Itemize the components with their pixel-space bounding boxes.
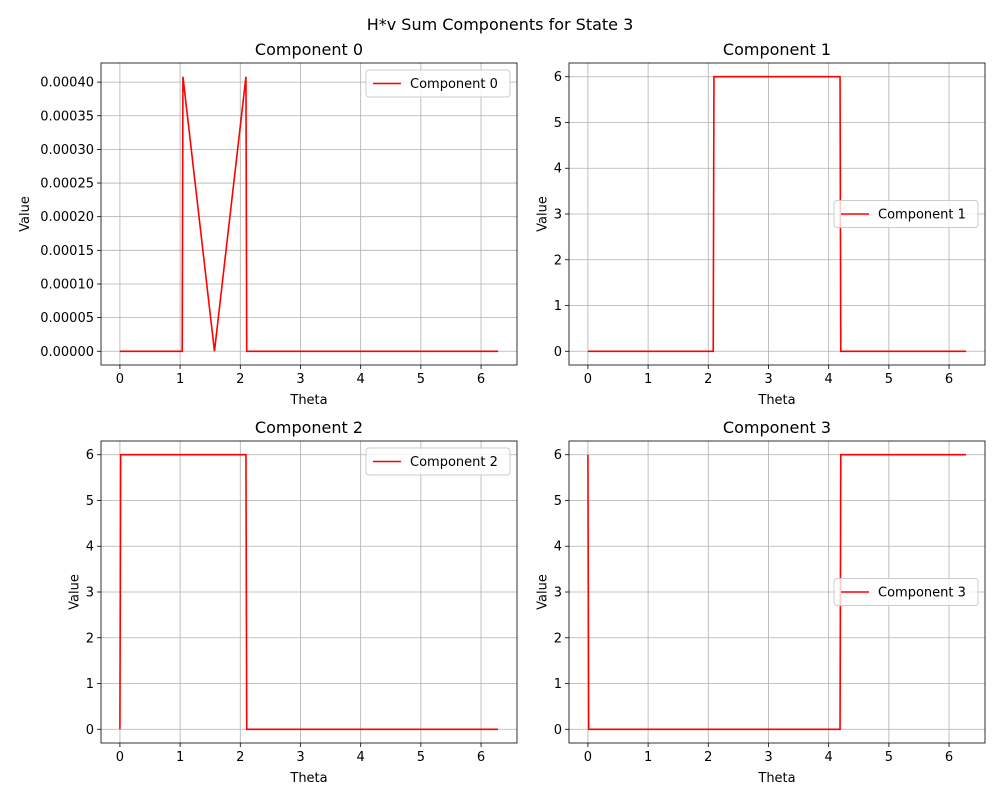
y-tick-label: 1 <box>554 299 562 314</box>
y-tick-label: 2 <box>554 631 562 646</box>
subplot-component-0: 0 1 2 3 4 5 6 0.00000 0.00005 0.00010 0.00015 0.000… <box>18 40 518 408</box>
plot-area <box>101 63 517 365</box>
y-tick-label: 3 <box>554 586 562 601</box>
x-tick-label: 2 <box>704 372 712 387</box>
subplot-component-2: 0 1 2 3 4 5 6 0 1 2 3 4 5 6 Component 2 Theta Value Compo… <box>68 418 518 786</box>
x-tick-label: 5 <box>417 750 425 765</box>
x-axis-label: Theta <box>289 393 327 408</box>
x-tick-label: 6 <box>477 372 485 387</box>
y-tick-label: 0 <box>554 723 562 738</box>
y-axis-label: Value <box>536 574 551 610</box>
legend-box <box>365 69 511 98</box>
x-tick-label: 2 <box>236 372 244 387</box>
y-tick-label: 1 <box>86 677 94 692</box>
legend-box <box>833 200 979 228</box>
series-line-component-1 <box>587 75 967 353</box>
x-tick-label: 3 <box>764 750 772 765</box>
y-tick-label: 0 <box>554 345 562 360</box>
legend: Component 0 <box>365 69 511 98</box>
x-axis-label: Theta <box>757 393 795 408</box>
y-tick-label: 3 <box>86 586 94 601</box>
x-tick-label: 5 <box>885 372 893 387</box>
x-tick-label: 2 <box>704 750 712 765</box>
y-tick-label: 3 <box>554 208 562 223</box>
legend-label: Component 3 <box>878 586 966 601</box>
y-axis-label: Value <box>68 574 83 610</box>
x-tick-label: 4 <box>357 750 365 765</box>
x-tick-label: 1 <box>176 372 184 387</box>
y-tick-label: 0.00025 <box>40 177 94 192</box>
y-tick-label: 2 <box>86 631 94 646</box>
y-tick-label: 4 <box>554 540 562 555</box>
y-tick-label: 0.00015 <box>40 244 94 259</box>
y-tick-label: 5 <box>86 494 94 509</box>
y-tick-label: 0.00030 <box>40 143 94 158</box>
y-tick-label: 6 <box>86 448 94 463</box>
subplot-title: Component 0 <box>255 40 363 59</box>
legend: Component 1 <box>833 200 979 228</box>
y-tick-label: 0 <box>86 723 94 738</box>
y-tick-label: 4 <box>86 540 94 555</box>
y-tick-label: 0.00035 <box>40 109 94 124</box>
y-tick-label: 4 <box>554 162 562 177</box>
x-tick-label: 4 <box>825 372 833 387</box>
x-tick-label: 3 <box>296 750 304 765</box>
x-tick-label: 5 <box>885 750 893 765</box>
figure-suptitle: H*v Sum Components for State 3 <box>367 15 634 34</box>
legend-label: Component 0 <box>410 77 498 92</box>
y-tick-label: 6 <box>554 448 562 463</box>
legend-box <box>833 578 979 606</box>
legend: Component 2 <box>365 447 511 476</box>
series-line-component-3 <box>587 453 967 731</box>
subplot-component-3: 0 1 2 3 4 5 6 0 1 2 3 4 5 6 Component 3 Theta Value Compo… <box>536 418 986 786</box>
x-tick-label: 3 <box>764 372 772 387</box>
x-tick-label: 0 <box>116 750 124 765</box>
legend-box <box>365 447 511 476</box>
x-tick-label: 6 <box>945 372 953 387</box>
x-tick-label: 2 <box>236 750 244 765</box>
y-axis-label: Value <box>536 196 551 232</box>
x-tick-label: 0 <box>116 372 124 387</box>
series-line-component-2 <box>119 453 499 731</box>
subplot-component-1: 0 1 2 3 4 5 6 0 1 2 3 4 5 6 Component 1 Theta Value Compo… <box>536 40 986 408</box>
legend: Component 3 <box>833 578 979 606</box>
y-axis-label: Value <box>18 196 33 232</box>
y-tick-label: 2 <box>554 253 562 268</box>
legend-label: Component 1 <box>878 208 966 223</box>
subplot-title: Component 3 <box>723 418 831 437</box>
axes-frame <box>100 62 518 366</box>
x-tick-label: 1 <box>176 750 184 765</box>
y-tick-label: 0.00040 <box>40 76 94 91</box>
x-tick-label: 0 <box>584 750 592 765</box>
x-tick-label: 6 <box>477 750 485 765</box>
y-tick-label: 6 <box>554 70 562 85</box>
subplot-title: Component 1 <box>723 40 831 59</box>
y-tick-label: 0.00020 <box>40 210 94 225</box>
y-tick-label: 0.00010 <box>40 277 94 292</box>
x-tick-label: 6 <box>945 750 953 765</box>
series-line-component-0 <box>119 76 499 353</box>
x-tick-label: 5 <box>417 372 425 387</box>
y-tick-label: 0.00000 <box>40 345 94 360</box>
x-tick-label: 1 <box>644 750 652 765</box>
y-tick-label: 5 <box>554 494 562 509</box>
subplot-title: Component 2 <box>255 418 363 437</box>
x-axis-label: Theta <box>289 771 327 786</box>
y-tick-label: 0.00005 <box>40 311 94 326</box>
x-tick-label: 1 <box>644 372 652 387</box>
x-tick-label: 4 <box>825 750 833 765</box>
x-tick-label: 0 <box>584 372 592 387</box>
y-tick-label: 1 <box>554 677 562 692</box>
legend-label: Component 2 <box>410 455 498 470</box>
x-tick-label: 3 <box>296 372 304 387</box>
x-tick-label: 4 <box>357 372 365 387</box>
x-axis-label: Theta <box>757 771 795 786</box>
y-tick-label: 5 <box>554 116 562 131</box>
